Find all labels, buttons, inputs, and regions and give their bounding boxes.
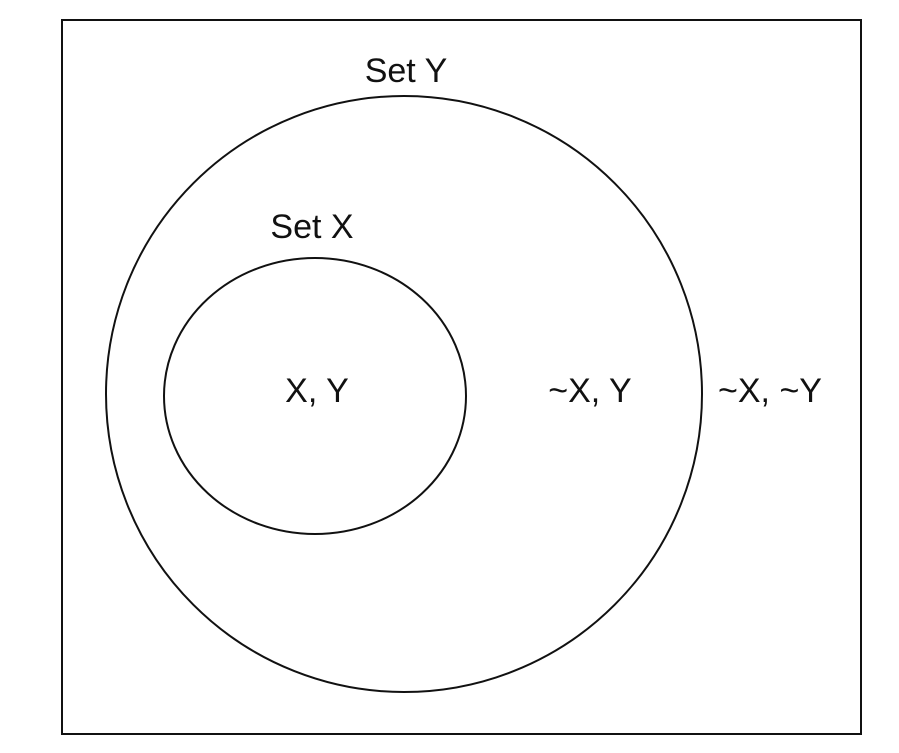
set-x-region-label: X, Y: [285, 372, 349, 410]
set-y-circle: [105, 95, 703, 693]
universe-frame: [61, 19, 862, 735]
set-y-label: Set Y: [365, 52, 448, 90]
set-y-only-region-label: ~X, Y: [548, 372, 632, 410]
set-x-label: Set X: [270, 208, 353, 246]
set-x-ellipse: [163, 257, 467, 535]
universe-region-label: ~X, ~Y: [718, 372, 822, 410]
